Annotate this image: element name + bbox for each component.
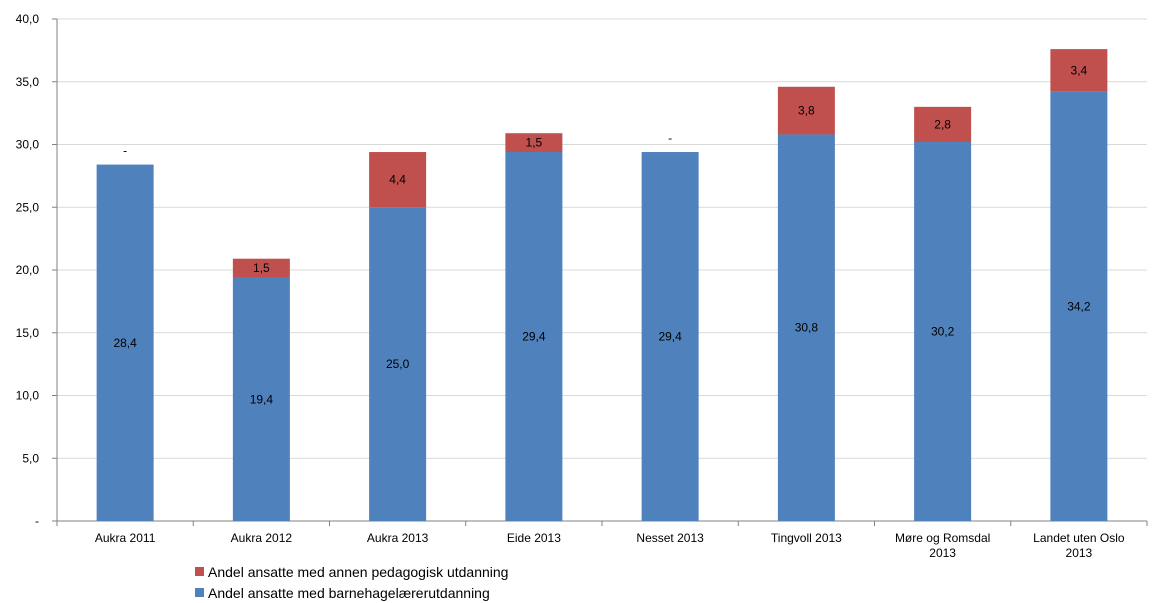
legend-label-barnehagelaerer: Andel ansatte med barnehagelærerutdannin…: [208, 584, 490, 601]
y-tick-label: 40,0: [16, 12, 40, 26]
legend-swatch-annen: [195, 567, 204, 576]
x-category-label: Aukra 2011: [95, 531, 156, 545]
x-category-label: 2013: [1066, 546, 1093, 560]
data-label-annen: 4,4: [389, 173, 406, 187]
bar-barnehagelaerer: [232, 277, 290, 521]
data-label-barnehagelaerer: 30,8: [795, 321, 819, 335]
y-tick-label: 30,0: [16, 138, 40, 152]
stacked-bar-chart: - 5,0 10,0 15,0 20,0 25,0 30,0 35,0 40,0 28,4 - Auk…: [16, 12, 1148, 560]
data-label-barnehagelaerer: 28,4: [113, 336, 137, 350]
bar-annen: [505, 133, 563, 153]
x-category-label: Møre og Romsdal: [895, 531, 990, 545]
y-tick-label: 20,0: [16, 263, 40, 277]
legend-swatch-barnehagelaerer: [195, 588, 204, 597]
bar-barnehagelaerer: [1050, 91, 1108, 521]
data-label-annen: 1,5: [526, 136, 543, 150]
legend-item-barnehagelaerer: Andel ansatte med barnehagelærerutdannin…: [195, 582, 508, 603]
legend-label-annen: Andel ansatte med annen pedagogisk utdan…: [208, 563, 509, 580]
data-label-barnehagelaerer: 29,4: [522, 330, 546, 344]
bar-annen: [369, 152, 427, 208]
y-tick-label: 5,0: [22, 451, 39, 465]
x-category-label: Aukra 2013: [367, 531, 429, 545]
data-label-barnehagelaerer: 29,4: [658, 330, 682, 344]
legend-item-annen: Andel ansatte med annen pedagogisk utdan…: [195, 561, 508, 582]
bar-barnehagelaerer: [777, 134, 835, 521]
x-category-label: Eide 2013: [507, 531, 561, 545]
bar-annen: [914, 106, 972, 142]
bar-barnehagelaerer: [505, 152, 563, 521]
legend: Andel ansatte med annen pedagogisk utdan…: [195, 561, 508, 603]
data-label-barnehagelaerer: 34,2: [1067, 299, 1091, 313]
data-label-annen: 3,4: [1071, 63, 1088, 77]
data-label-annen: 1,5: [253, 261, 270, 275]
bar-barnehagelaerer: [641, 152, 699, 521]
bar-annen: [232, 258, 290, 278]
y-tick-label: 35,0: [16, 75, 40, 89]
data-label-annen: -: [123, 144, 127, 158]
x-category-label: Tingvoll 2013: [771, 531, 842, 545]
data-label-annen: 2,8: [934, 117, 951, 131]
data-label-barnehagelaerer: 25,0: [386, 357, 410, 371]
x-category-label: 2013: [929, 546, 956, 560]
x-category-label: Landet uten Oslo: [1033, 531, 1125, 545]
bar-barnehagelaerer: [369, 207, 427, 521]
data-label-barnehagelaerer: 19,4: [250, 392, 274, 406]
bar-barnehagelaerer: [96, 164, 154, 521]
bar-annen: [777, 86, 835, 135]
bar-annen: [1050, 49, 1108, 92]
data-label-annen: -: [668, 131, 672, 145]
data-label-annen: 3,8: [798, 104, 815, 118]
y-tick-label: -: [35, 514, 39, 528]
y-tick-label: 15,0: [16, 326, 40, 340]
x-category-label: Nesset 2013: [636, 531, 704, 545]
bar-barnehagelaerer: [914, 141, 972, 522]
data-label-barnehagelaerer: 30,2: [931, 324, 955, 338]
y-tick-label: 25,0: [16, 200, 40, 214]
x-category-label: Aukra 2012: [231, 531, 293, 545]
y-tick-label: 10,0: [16, 389, 40, 403]
